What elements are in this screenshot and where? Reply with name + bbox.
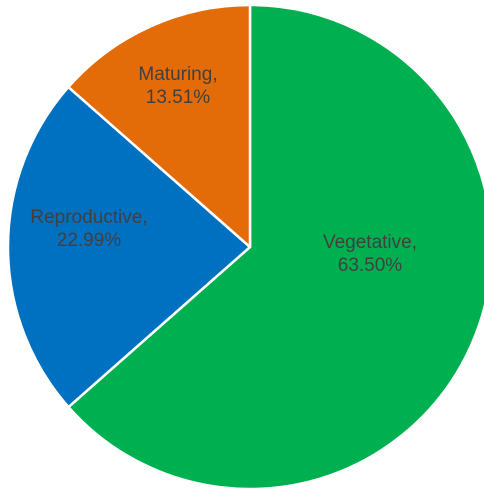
- pie-labels: Vegetative, 63.50% Reproductive, 22.99% Matu…: [30, 64, 417, 276]
- pie-slice-reproductive: [6, 85, 252, 409]
- pie-slices: [6, 3, 484, 488]
- pie-slice-maturing: [67, 3, 252, 249]
- pie-slice-vegetative: [67, 3, 484, 488]
- data-label-reproductive: Reproductive, 22.99%: [30, 207, 147, 251]
- data-label-vegetative: Vegetative, 63.50%: [323, 232, 417, 276]
- data-label-maturing: Maturing, 13.51%: [138, 64, 217, 108]
